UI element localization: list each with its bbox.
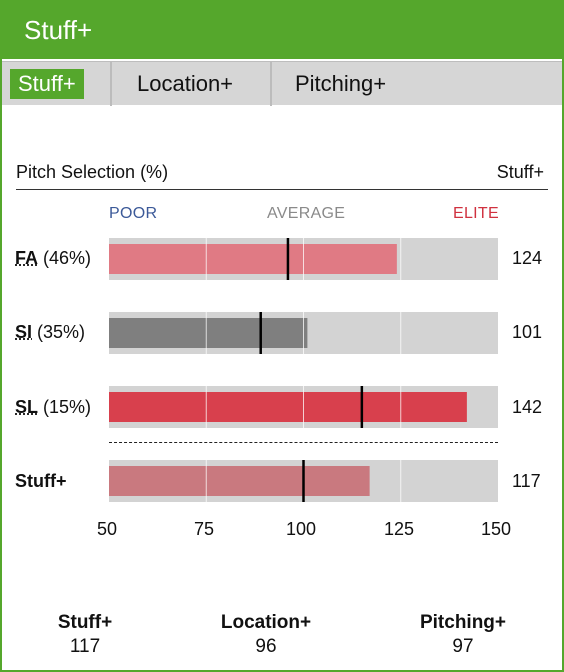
row-value: 117 xyxy=(512,471,541,491)
x-tick-label: 125 xyxy=(384,519,415,539)
summary-location: Location+ 96 xyxy=(205,612,327,658)
pitch-label-sl: SL (15%) xyxy=(15,397,91,418)
x-tick-label: 150 xyxy=(481,519,512,539)
pitch-abbr[interactable]: SL xyxy=(15,397,39,417)
bar xyxy=(109,392,467,422)
tab-location[interactable]: Location+ xyxy=(110,62,270,106)
summary-value: 117 xyxy=(69,636,101,657)
bar xyxy=(109,244,397,274)
scale-poor-label: POOR xyxy=(109,205,158,222)
scale-average-label: AVERAGE xyxy=(267,205,346,222)
header-divider xyxy=(16,189,548,190)
overall-stuff-label: Stuff+ xyxy=(15,471,67,491)
pitch-pct: (46%) xyxy=(43,248,92,268)
row-value: 142 xyxy=(512,397,543,417)
x-tick-label: 100 xyxy=(286,519,317,539)
stuff-column-header: Stuff+ xyxy=(496,162,544,182)
bar xyxy=(109,466,370,496)
pitch-pct: (35%) xyxy=(37,322,86,342)
tab-bar: Stuff+ Location+ Pitching+ xyxy=(2,61,562,106)
overall-divider xyxy=(109,442,498,443)
row-value: 101 xyxy=(512,322,543,342)
panel-title: Stuff+ xyxy=(2,2,562,59)
stuff-bar-chart xyxy=(109,238,498,502)
row-value: 124 xyxy=(512,248,543,268)
summary-pitching: Pitching+ 97 xyxy=(400,612,526,658)
pitch-selection-header: Pitch Selection (%) xyxy=(16,162,169,182)
pitch-abbr[interactable]: FA xyxy=(15,248,39,268)
pitch-abbr[interactable]: SI xyxy=(15,322,33,342)
pitch-pct: (15%) xyxy=(43,397,92,417)
summary-value: 97 xyxy=(452,636,474,657)
pitch-label-fa: FA (46%) xyxy=(15,248,91,269)
summary-label: Stuff+ xyxy=(57,612,113,633)
scale-elite-label: ELITE xyxy=(453,205,499,222)
tab-pitching[interactable]: Pitching+ xyxy=(270,62,440,106)
summary-label: Pitching+ xyxy=(419,612,507,633)
pitch-label-si: SI (35%) xyxy=(15,322,85,343)
x-tick-label: 75 xyxy=(194,519,215,539)
summary-value: 96 xyxy=(255,636,277,657)
summary-label: Location+ xyxy=(220,612,312,633)
bar xyxy=(109,318,308,348)
tab-stuff[interactable]: Stuff+ xyxy=(10,62,110,106)
x-tick-label: 50 xyxy=(97,519,118,539)
tab-stuff-label: Stuff+ xyxy=(10,69,84,99)
summary-stuff: Stuff+ 117 xyxy=(42,612,128,658)
